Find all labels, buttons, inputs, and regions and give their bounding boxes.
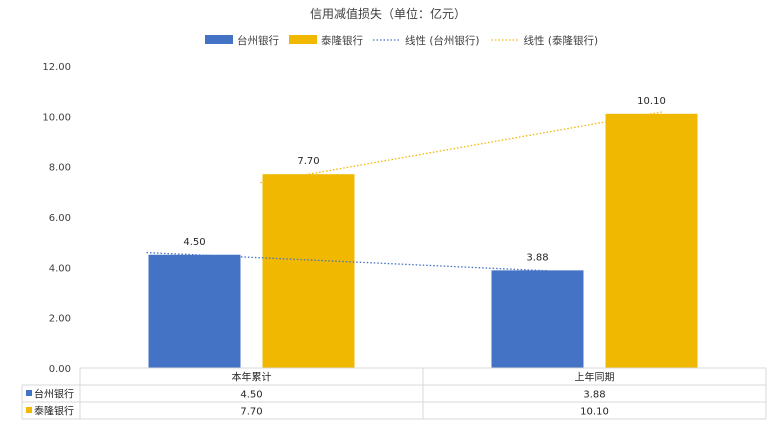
y-tick-label-4: 8.00 bbox=[49, 163, 71, 174]
category-label-1: 本年累计 bbox=[232, 371, 272, 384]
table-cell-2-2: 10.10 bbox=[580, 407, 609, 418]
y-tick-label-5: 10.00 bbox=[42, 112, 71, 123]
y-tick-label-0: 0.00 bbox=[49, 364, 71, 375]
data-label-1-1: 4.50 bbox=[183, 237, 205, 248]
table-cell-1-2: 3.88 bbox=[583, 390, 605, 401]
y-tick-label-6: 12.00 bbox=[42, 62, 71, 73]
y-tick-label-2: 4.00 bbox=[49, 263, 71, 274]
data-label-1-2: 3.88 bbox=[526, 252, 548, 263]
bar-2-2 bbox=[605, 113, 698, 368]
category-label-2: 上年同期 bbox=[575, 371, 615, 384]
table-cell-2-1: 7.70 bbox=[240, 407, 262, 418]
legend: 台州银行 泰隆银行 线性 (台州银行) 线性 (泰隆银行) bbox=[205, 34, 598, 47]
chart-title: 信用减值损失（单位：亿元） bbox=[310, 6, 466, 21]
table-key-2 bbox=[26, 407, 32, 413]
table-cell-1-1: 4.50 bbox=[240, 390, 262, 401]
legend-label-1: 台州银行 bbox=[237, 34, 279, 47]
table-key-1 bbox=[26, 390, 32, 396]
legend-swatch-2 bbox=[289, 35, 317, 44]
legend-trend-label-1: 线性 (台州银行) bbox=[405, 34, 480, 47]
plot-area: 4.50 7.70 3.88 10.10 bbox=[146, 96, 698, 368]
legend-swatch-1 bbox=[205, 35, 233, 44]
table-series-label-1: 台州银行 bbox=[34, 388, 74, 401]
data-label-2-1: 7.70 bbox=[297, 156, 319, 167]
legend-trend-label-2: 线性 (泰隆银行) bbox=[524, 34, 599, 47]
data-label-2-2: 10.10 bbox=[637, 96, 666, 107]
legend-label-2: 泰隆银行 bbox=[321, 34, 363, 47]
y-axis: 0.00 2.00 4.00 6.00 8.00 10.00 12.00 bbox=[42, 62, 71, 375]
table-series-label-2: 泰隆银行 bbox=[34, 405, 74, 418]
y-tick-label-3: 6.00 bbox=[49, 213, 71, 224]
y-tick-label-1: 2.00 bbox=[49, 314, 71, 325]
trendline-1 bbox=[146, 251, 548, 272]
bar-2-1 bbox=[262, 174, 355, 368]
bar-1-2 bbox=[491, 270, 584, 368]
bar-1-1 bbox=[148, 254, 241, 368]
trendline-2 bbox=[260, 111, 662, 184]
